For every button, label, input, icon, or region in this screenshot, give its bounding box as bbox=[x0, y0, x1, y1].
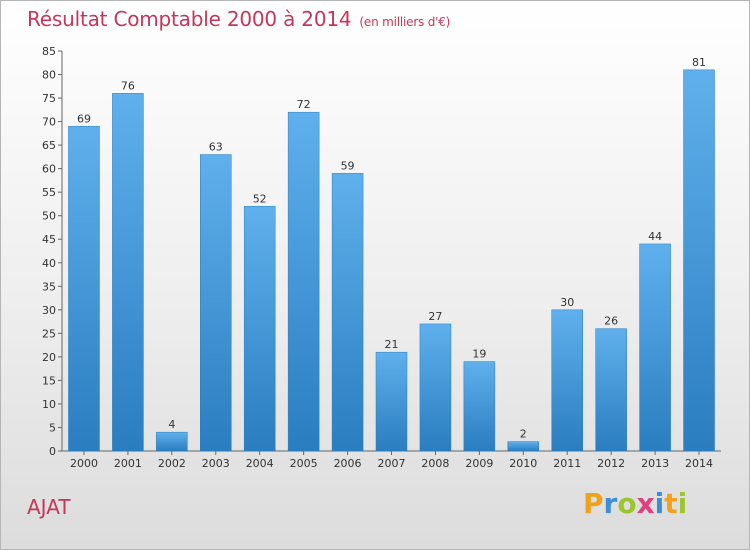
bar-value-label: 2 bbox=[520, 428, 527, 441]
logo-letter: t bbox=[664, 487, 678, 520]
x-tick-label: 2013 bbox=[641, 457, 669, 470]
y-tick-label: 35 bbox=[42, 280, 56, 293]
commune-name: AJAT bbox=[27, 495, 71, 519]
bar bbox=[200, 154, 232, 452]
bar bbox=[507, 441, 540, 452]
y-tick-label: 60 bbox=[42, 163, 56, 176]
bar bbox=[463, 361, 496, 452]
bar-value-label: 30 bbox=[560, 296, 574, 309]
y-tick-label: 15 bbox=[42, 374, 56, 387]
x-tick-label: 2006 bbox=[334, 457, 362, 470]
logo-letter: i bbox=[654, 487, 665, 520]
y-tick-label: 20 bbox=[42, 351, 56, 364]
bar bbox=[112, 93, 144, 452]
y-tick-label: 55 bbox=[42, 186, 56, 199]
bar bbox=[287, 111, 320, 452]
x-tick-label: 2005 bbox=[290, 457, 318, 470]
x-tick-label: 2009 bbox=[465, 457, 493, 470]
y-tick-label: 25 bbox=[42, 327, 56, 340]
bar-value-label: 76 bbox=[121, 79, 135, 92]
y-tick-label: 80 bbox=[42, 69, 56, 82]
bar bbox=[156, 431, 188, 452]
title-text: Résultat Comptable 2000 à 2014 bbox=[27, 7, 352, 31]
y-tick-label: 45 bbox=[42, 233, 56, 246]
bar bbox=[243, 206, 276, 452]
x-tick-label: 2007 bbox=[378, 457, 406, 470]
chart-title: Résultat Comptable 2000 à 2014 (en millie… bbox=[27, 7, 450, 31]
x-tick-label: 2014 bbox=[685, 457, 713, 470]
proxiti-logo: Proxiti bbox=[583, 487, 687, 520]
x-tick-label: 2008 bbox=[421, 457, 449, 470]
logo-letter: x bbox=[636, 487, 655, 520]
bar-value-label: 52 bbox=[253, 192, 267, 205]
y-tick-label: 10 bbox=[42, 398, 56, 411]
y-tick-label: 65 bbox=[42, 139, 56, 152]
bar bbox=[551, 309, 583, 452]
bar-value-label: 72 bbox=[297, 98, 311, 111]
y-tick-label: 85 bbox=[42, 45, 56, 58]
x-tick-label: 2003 bbox=[202, 457, 230, 470]
bar-value-label: 19 bbox=[472, 348, 486, 361]
y-tick-label: 40 bbox=[42, 257, 56, 270]
logo-letter: o bbox=[617, 487, 637, 520]
bar-value-label: 44 bbox=[648, 230, 662, 243]
bar-value-label: 4 bbox=[168, 418, 175, 431]
x-tick-label: 2011 bbox=[553, 457, 581, 470]
bar bbox=[68, 126, 100, 452]
y-tick-label: 30 bbox=[42, 304, 56, 317]
bar-value-label: 63 bbox=[209, 141, 223, 154]
logo-letter: i bbox=[677, 487, 688, 520]
bar-value-label: 21 bbox=[385, 338, 399, 351]
x-tick-label: 2012 bbox=[597, 457, 625, 470]
bar-value-label: 59 bbox=[341, 159, 355, 172]
y-tick-label: 75 bbox=[42, 92, 56, 105]
y-tick-label: 5 bbox=[49, 421, 56, 434]
bar bbox=[375, 351, 408, 452]
x-tick-label: 2000 bbox=[70, 457, 98, 470]
logo-letter: r bbox=[603, 487, 618, 520]
x-tick-label: 2001 bbox=[114, 457, 142, 470]
bar bbox=[419, 323, 452, 452]
bar bbox=[331, 173, 364, 452]
bar-value-label: 69 bbox=[77, 112, 91, 125]
chart-subtitle: (en milliers d'€) bbox=[359, 15, 451, 29]
x-tick-label: 2010 bbox=[509, 457, 537, 470]
x-tick-label: 2004 bbox=[246, 457, 274, 470]
bar bbox=[683, 69, 715, 452]
bar bbox=[639, 243, 671, 452]
x-tick-label: 2002 bbox=[158, 457, 186, 470]
y-tick-label: 70 bbox=[42, 116, 56, 129]
bar-value-label: 26 bbox=[604, 315, 618, 328]
bar-value-label: 27 bbox=[428, 310, 442, 323]
y-tick-label: 0 bbox=[49, 445, 56, 458]
bar-value-label: 81 bbox=[692, 56, 706, 69]
logo-letter: P bbox=[583, 487, 604, 520]
y-tick-label: 50 bbox=[42, 210, 56, 223]
bar bbox=[595, 328, 627, 452]
